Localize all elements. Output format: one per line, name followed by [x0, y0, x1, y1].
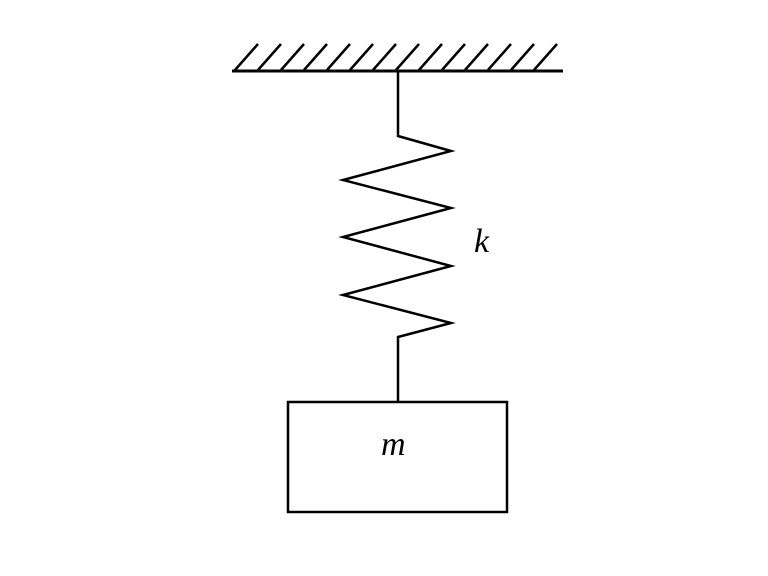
- mass-block: [286, 400, 509, 514]
- mass-label: m: [381, 426, 406, 463]
- ceiling-hatching: [234, 43, 558, 71]
- ceiling-support: [232, 43, 563, 73]
- spring: [338, 72, 456, 402]
- spring-constant-label: k: [474, 223, 490, 260]
